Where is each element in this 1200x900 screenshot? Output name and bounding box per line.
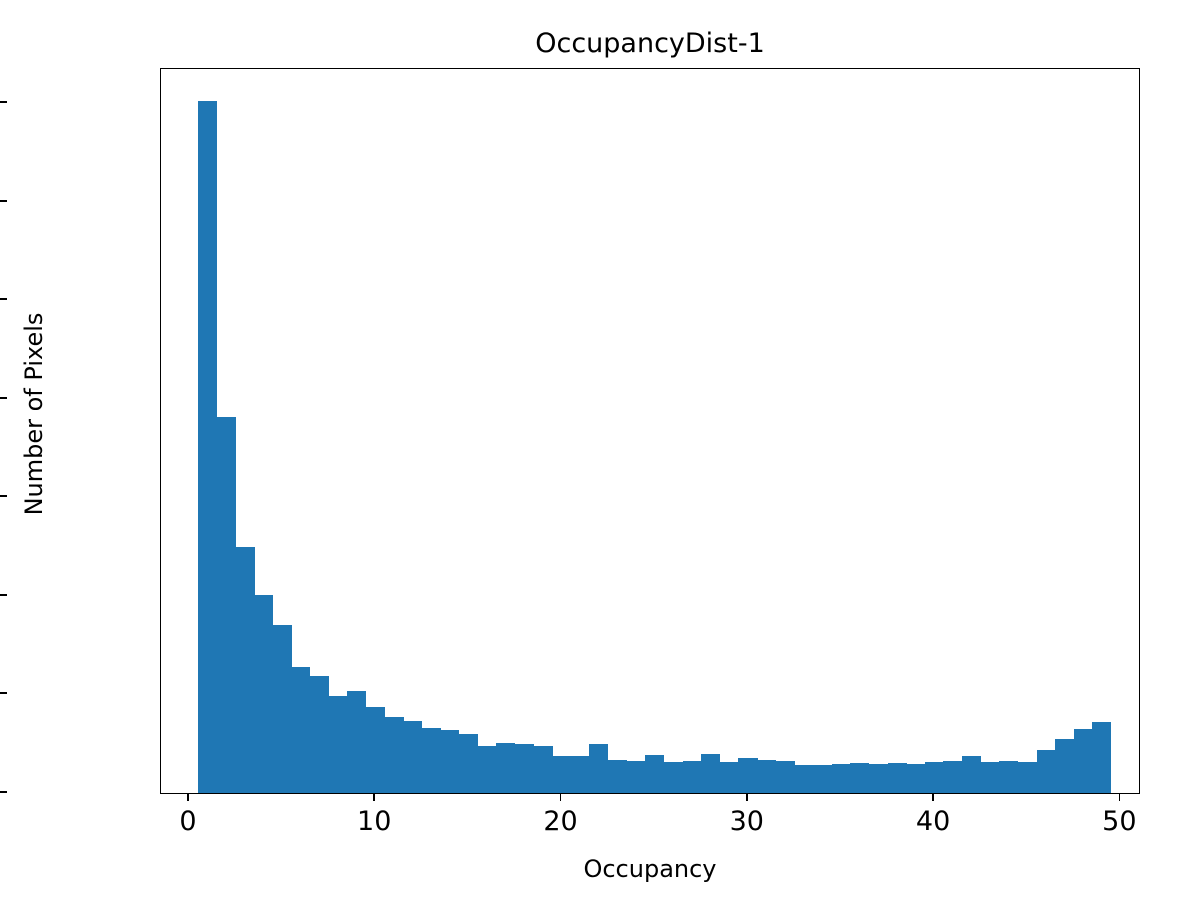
histogram-bar: [962, 755, 982, 793]
histogram-bar: [384, 717, 404, 793]
histogram-bar: [663, 762, 683, 793]
histogram-bar: [1055, 739, 1075, 793]
histogram-bar: [533, 745, 553, 793]
histogram-bar: [347, 690, 367, 793]
y-tick-mark: [0, 199, 7, 202]
y-tick-mark: [0, 396, 7, 399]
histogram-bar: [924, 761, 944, 793]
histogram-bar: [310, 676, 330, 793]
histogram-bar: [980, 762, 1000, 793]
x-tick-label: 20: [543, 806, 578, 837]
y-tick-mark: [0, 692, 7, 695]
x-tick-mark: [1118, 794, 1121, 801]
histogram-bar: [943, 761, 963, 793]
histogram-bar: [291, 667, 311, 793]
histogram-bar: [552, 755, 572, 793]
histogram-bar: [1036, 749, 1056, 793]
histogram-bar: [1017, 762, 1037, 793]
x-tick-label: 0: [179, 806, 197, 837]
histogram-bar: [887, 762, 907, 793]
histogram-bar: [868, 764, 888, 793]
histogram-bar: [477, 745, 497, 793]
x-tick-label: 10: [357, 806, 392, 837]
histogram-bar: [1092, 721, 1112, 793]
histogram-bar: [440, 729, 460, 793]
histogram-bar: [198, 100, 218, 793]
y-axis: 0200400600800100012001400 Number of Pixe…: [0, 0, 160, 900]
histogram-bar: [328, 696, 348, 793]
y-tick-mark: [0, 593, 7, 596]
histogram-bar: [794, 764, 814, 793]
histogram-bar: [421, 728, 441, 793]
histogram-bars: [161, 69, 1139, 793]
chart-title: OccupancyDist-1: [535, 28, 765, 59]
x-tick-label: 40: [915, 806, 951, 837]
y-axis-label: Number of Pixels: [20, 312, 48, 516]
histogram-bar: [496, 743, 516, 793]
histogram-bar: [775, 761, 795, 793]
x-tick-label: 30: [729, 806, 764, 837]
x-tick-mark: [373, 794, 376, 801]
plot-area: [160, 68, 1140, 794]
histogram-bar: [626, 761, 646, 793]
y-tick-mark: [0, 791, 7, 793]
y-tick-mark: [0, 101, 7, 104]
histogram-bar: [589, 744, 609, 793]
histogram-bar: [235, 546, 255, 793]
histogram-bar: [701, 753, 721, 793]
histogram-bar: [254, 594, 274, 793]
x-axis-label: Occupancy: [583, 855, 717, 883]
x-tick-mark: [932, 794, 934, 801]
histogram-bar: [216, 417, 236, 793]
histogram-bar: [850, 762, 870, 793]
histogram-bar: [403, 720, 423, 793]
histogram-bar: [459, 733, 479, 793]
histogram-bar: [365, 706, 385, 793]
y-tick-mark: [0, 298, 7, 301]
histogram-bar: [999, 760, 1019, 793]
histogram-bar: [570, 756, 590, 793]
histogram-bar: [645, 754, 665, 793]
histogram-bar: [1073, 728, 1093, 793]
histogram-bar: [719, 761, 739, 793]
histogram-bar: [813, 765, 833, 793]
y-tick-mark: [0, 495, 7, 498]
x-tick-label: 50: [1102, 806, 1137, 837]
histogram-bar: [608, 759, 628, 793]
histogram-bar: [831, 764, 851, 793]
histogram-bar: [757, 759, 777, 793]
histogram-bar: [514, 744, 534, 793]
histogram-bar: [682, 761, 702, 793]
x-tick-mark: [746, 794, 748, 801]
histogram-bar: [272, 625, 292, 793]
histogram-bar: [738, 758, 758, 793]
x-axis: 0 10 20 30 40 50 Occupancy: [0, 794, 1200, 900]
x-tick-mark: [187, 794, 189, 801]
histogram-bar: [906, 764, 926, 793]
x-tick-mark: [559, 794, 562, 801]
